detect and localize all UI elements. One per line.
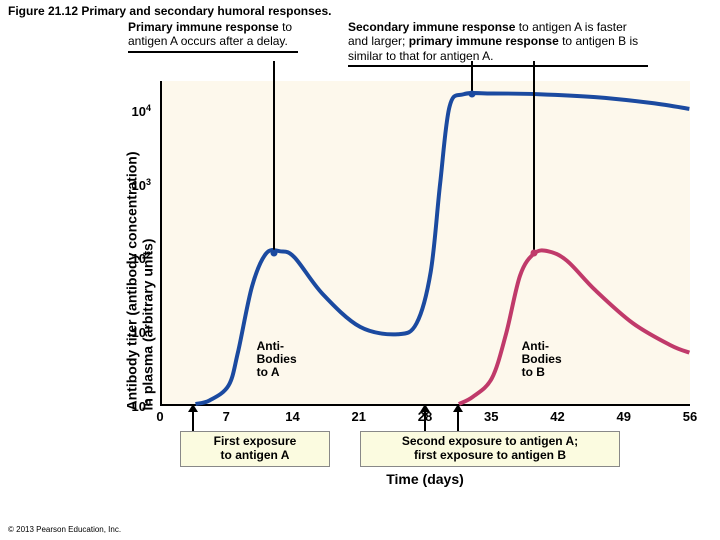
series-label: Anti-Bodiesto A — [257, 340, 297, 380]
x-tick: 0 — [156, 409, 163, 424]
exposure-label-b: Second exposure to antigen A;first expos… — [360, 431, 620, 467]
pointer-line — [533, 61, 535, 253]
chart-area: Antibody titer (antibody concentration)i… — [0, 71, 720, 491]
plot: Anti-Bodiesto A Anti-Bodiesto B — [160, 81, 690, 406]
annotation-underline — [348, 65, 648, 67]
pointer-line — [471, 61, 473, 94]
x-tick: 21 — [352, 409, 366, 424]
y-tick: 104 — [132, 103, 151, 119]
arrow-head — [453, 404, 463, 412]
exposure-label-a: First exposureto antigen A — [180, 431, 330, 467]
plot-svg — [162, 81, 690, 404]
top-annotations: Primary immune response to antigen A occ… — [0, 20, 720, 71]
annotation-primary-text: Primary immune response to antigen A occ… — [128, 20, 328, 49]
x-tick: 49 — [617, 409, 631, 424]
x-axis-label: Time (days) — [160, 471, 690, 487]
y-tick: 101 — [132, 324, 151, 340]
x-tick: 35 — [484, 409, 498, 424]
y-ticks: 100101102103104 — [115, 81, 155, 406]
x-tick: 14 — [285, 409, 299, 424]
y-tick: 102 — [132, 250, 151, 266]
annotation-secondary: Secondary immune response to antigen A i… — [348, 20, 648, 67]
x-tick: 7 — [223, 409, 230, 424]
arrow-head — [188, 404, 198, 412]
x-tick: 42 — [550, 409, 564, 424]
annotation-secondary-text: Secondary immune response to antigen A i… — [348, 20, 648, 63]
series-label: Anti-Bodiesto B — [522, 340, 562, 380]
annotation-primary: Primary immune response to antigen A occ… — [128, 20, 328, 67]
marker-dot — [469, 90, 476, 97]
y-tick: 100 — [132, 398, 151, 414]
x-tick: 56 — [683, 409, 697, 424]
marker-dot — [530, 250, 537, 257]
pointer-line — [273, 61, 275, 252]
copyright: © 2013 Pearson Education, Inc. — [8, 525, 121, 534]
bottom-annotations: First exposureto antigen A Second exposu… — [160, 431, 690, 467]
y-tick: 103 — [132, 176, 151, 192]
marker-dot — [270, 249, 277, 256]
annotation-underline — [128, 51, 298, 53]
series-anti-B — [459, 251, 689, 405]
arrow-head — [420, 404, 430, 412]
figure-title: Figure 21.12 Primary and secondary humor… — [0, 0, 720, 20]
